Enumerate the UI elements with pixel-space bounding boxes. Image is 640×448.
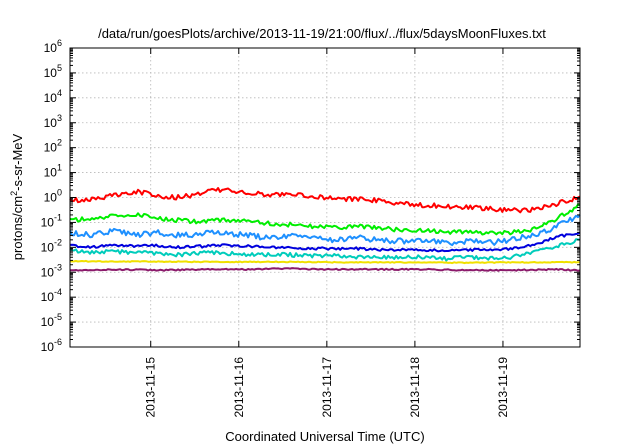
- x-tick-label: 2013-11-16: [232, 357, 246, 418]
- series-line-4: [69, 238, 581, 262]
- y-tick-label-exp: 5: [57, 63, 62, 73]
- y-tick-label-base: 10: [44, 166, 58, 180]
- x-tick-label: 2013-11-18: [408, 357, 422, 418]
- y-tick-label-base: 10: [41, 215, 55, 229]
- x-axis-label: Coordinated Universal Time (UTC): [225, 429, 424, 444]
- y-tick-label-exp: 4: [57, 88, 62, 98]
- y-tick-label-exp: 1: [57, 163, 62, 173]
- y-tick-label-base: 10: [44, 141, 58, 155]
- series-line-1: [69, 187, 581, 214]
- y-tick-label: 10-6: [41, 337, 62, 354]
- y-tick-label-base: 10: [44, 91, 58, 105]
- x-tick-label: 2013-11-19: [496, 357, 510, 418]
- y-axis-label: protons/cm2-s-sr-MeV: [9, 133, 25, 260]
- y-tick-label: 105: [44, 63, 62, 80]
- y-axis-label-sup: 2: [9, 191, 19, 196]
- y-tick-label-base: 10: [44, 66, 58, 80]
- y-tick-label: 10-2: [41, 237, 62, 254]
- series-line-6: [69, 259, 580, 265]
- axis-ticks: [70, 47, 580, 348]
- y-tick-label-exp: -3: [54, 262, 62, 272]
- y-tick-label-exp: -1: [54, 212, 62, 222]
- y-tick-label-base: 10: [44, 116, 58, 130]
- series-layer: [69, 187, 581, 272]
- y-tick-label-base: 10: [41, 290, 55, 304]
- y-axis-label-rest: -s-sr-MeV: [10, 133, 25, 190]
- y-tick-label: 101: [44, 163, 62, 180]
- x-tick-label: 2013-11-15: [144, 357, 158, 418]
- y-tick-label: 10-1: [41, 212, 62, 229]
- y-tick-label-base: 10: [41, 315, 55, 329]
- y-axis-label-base: protons/cm: [10, 196, 25, 260]
- y-tick-labels: 10-610-510-410-310-210-11001011021031041…: [41, 38, 62, 354]
- y-tick-label: 106: [44, 38, 62, 55]
- y-tick-label-base: 10: [44, 41, 58, 55]
- y-tick-label-base: 10: [44, 191, 58, 205]
- series-line-7: [69, 267, 581, 272]
- y-tick-label-exp: 0: [57, 188, 62, 198]
- y-tick-label-exp: -2: [54, 237, 62, 247]
- y-tick-label-base: 10: [41, 240, 55, 254]
- x-tick-labels: 2013-11-15 2013-11-16 2013-11-17 2013-11-18…: [144, 357, 510, 418]
- series-line-5: [69, 231, 581, 253]
- y-tick-label: 102: [44, 138, 62, 155]
- y-tick-label: 104: [44, 88, 62, 105]
- y-tick-label-exp: -5: [54, 312, 62, 322]
- x-tick-label: 2013-11-17: [320, 357, 334, 418]
- grid-lines: [70, 48, 580, 347]
- y-tick-label-exp: 2: [57, 138, 62, 148]
- y-tick-label: 103: [44, 113, 62, 130]
- y-tick-label-exp: 6: [57, 38, 62, 48]
- y-tick-label-exp: -4: [54, 287, 62, 297]
- series-line-2: [69, 203, 581, 236]
- y-tick-label-exp: -6: [54, 337, 62, 347]
- y-tick-label: 100: [44, 188, 62, 205]
- y-tick-label-base: 10: [41, 265, 55, 279]
- chart-title: /data/run/goesPlots/archive/2013-11-19/2…: [98, 26, 546, 41]
- y-tick-label: 10-3: [41, 262, 62, 279]
- y-tick-label-base: 10: [41, 340, 55, 354]
- series-line-3: [69, 214, 581, 247]
- y-tick-label: 10-4: [41, 287, 62, 304]
- y-tick-label-exp: 3: [57, 113, 62, 123]
- y-tick-label: 10-5: [41, 312, 62, 329]
